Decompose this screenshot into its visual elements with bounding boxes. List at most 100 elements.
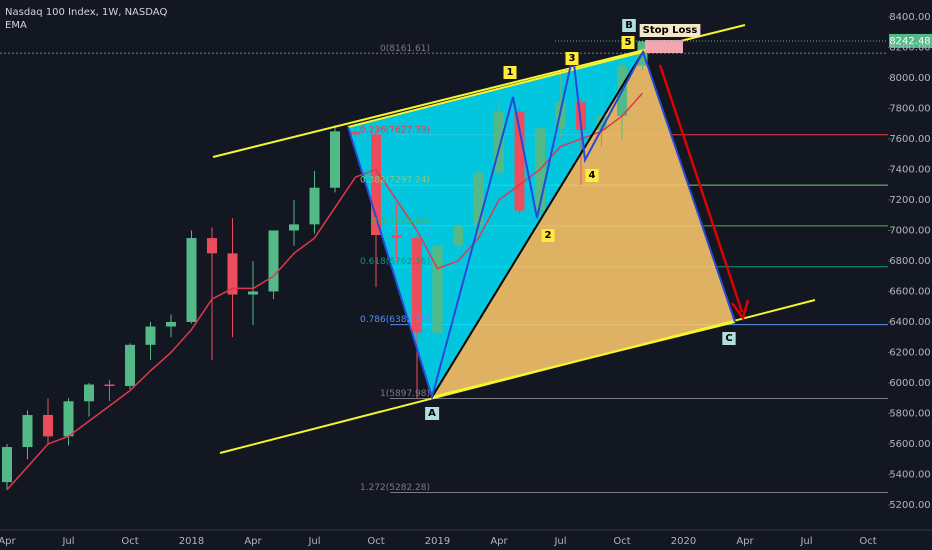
candle-body xyxy=(453,225,463,246)
wave-label-box xyxy=(541,229,555,242)
arrow-shaft xyxy=(658,64,744,313)
x-tick-label: Oct xyxy=(121,536,138,547)
candle-body xyxy=(309,187,320,225)
candle-body xyxy=(514,111,525,211)
candle-body xyxy=(166,321,176,327)
stop-loss-label: Stop Loss xyxy=(643,25,698,36)
stop-loss-label-box xyxy=(639,24,701,37)
fib-label: 0.618(6762.36) xyxy=(360,257,430,267)
candle-body xyxy=(289,224,299,231)
x-tick-label: Apr xyxy=(490,536,508,547)
wave-label-box xyxy=(585,169,599,182)
x-tick-label: Jul xyxy=(61,536,74,547)
point-label-box xyxy=(722,332,736,345)
candle-body xyxy=(186,238,197,322)
candle-body xyxy=(576,102,586,130)
point-label-box xyxy=(425,407,440,420)
y-tick-label: 5400.00 xyxy=(889,469,930,480)
fib-label: 1(5897.98) xyxy=(380,389,430,399)
candle-body xyxy=(227,253,238,295)
candle-body xyxy=(473,172,484,226)
orange-pattern xyxy=(432,52,735,397)
candle-body xyxy=(330,131,340,188)
last-price-tag xyxy=(889,33,932,48)
fib-label: 0.786(6382.38) xyxy=(360,315,430,325)
pattern-ab xyxy=(431,51,644,398)
x-tick-label: Oct xyxy=(367,536,384,547)
y-tick-label: 5600.00 xyxy=(889,439,930,450)
y-tick-label: 5200.00 xyxy=(889,500,930,511)
wave-label: 1 xyxy=(507,67,514,78)
y-tick-label: 7000.00 xyxy=(889,225,930,236)
stop-loss-zone xyxy=(645,40,683,53)
y-tick-label: 8000.00 xyxy=(889,73,930,84)
x-tick-label: Oct xyxy=(613,536,630,547)
wave-label-box xyxy=(565,52,579,65)
chart-title: Nasdaq 100 Index, 1W, NASDAQ xyxy=(5,7,167,18)
y-tick-label: 7800.00 xyxy=(889,103,930,114)
candle-body xyxy=(125,344,135,387)
x-tick-label: 2019 xyxy=(425,536,450,547)
ema-line xyxy=(6,92,644,491)
candle-body xyxy=(432,245,443,333)
y-tick-label: 5800.00 xyxy=(889,408,930,419)
candle-body xyxy=(207,238,217,254)
y-tick-label: 7400.00 xyxy=(889,164,930,175)
candle-body xyxy=(350,131,361,135)
x-tick-label: 2018 xyxy=(179,536,204,547)
arrow-head xyxy=(730,299,750,321)
point-label-box xyxy=(622,19,636,32)
x-tick-label: Apr xyxy=(244,536,262,547)
y-tick-label: 7200.00 xyxy=(889,195,930,206)
candle-body xyxy=(84,384,94,402)
wave-label-box xyxy=(503,66,517,79)
overlay-layer: 0(8161.61) 0.236(7627.39) 0.382(7297.24) 0.… xyxy=(212,19,888,493)
candle-body xyxy=(268,230,279,292)
point-label: C xyxy=(725,333,732,344)
y-tick-label: 7600.00 xyxy=(889,134,930,145)
candle-body xyxy=(371,134,381,236)
candle-body xyxy=(412,238,422,333)
candle-body xyxy=(43,415,53,437)
x-tick-label: Oct xyxy=(859,536,876,547)
fib-label: 0(8161.61) xyxy=(380,44,430,54)
candle-body xyxy=(494,111,504,173)
candle-body xyxy=(104,384,115,387)
candle-body xyxy=(22,415,33,448)
point-label: B xyxy=(625,20,633,31)
candle-body xyxy=(596,116,607,130)
pattern-xb xyxy=(347,51,644,128)
wave-path xyxy=(347,49,736,401)
fib-label: 1.272(5282.28) xyxy=(360,483,430,493)
x-tick-label: Jul xyxy=(799,536,812,547)
y-tick-label: 8400.00 xyxy=(889,12,930,23)
fib-label: 0.5(7029.80) xyxy=(371,216,430,226)
fib-label: 0.236(7627.39) xyxy=(360,125,430,135)
wave-label: 2 xyxy=(545,230,552,241)
wave-label: 4 xyxy=(589,170,596,181)
candle-body xyxy=(2,447,12,483)
x-tick-label: Jul xyxy=(553,536,566,547)
axis-layer: 8242.48 5200.00 5400.00 5600.00 5800.00 6000.… xyxy=(0,12,932,547)
y-tick-label: 6200.00 xyxy=(889,347,930,358)
legend-entry: EMA xyxy=(5,20,27,31)
x-tick-label: Jul xyxy=(307,536,320,547)
candle-body xyxy=(248,291,258,295)
y-tick-label: 6400.00 xyxy=(889,317,930,328)
y-tick-label: 8200.00 xyxy=(889,42,930,53)
x-tick-label: Apr xyxy=(736,536,754,547)
y-tick-label: 6600.00 xyxy=(889,286,930,297)
last-price-label: 8242.48 xyxy=(889,36,930,47)
candle-body xyxy=(391,235,402,239)
candle-body xyxy=(63,401,74,437)
wave-label: 5 xyxy=(625,37,632,48)
wave-label-box xyxy=(621,36,635,49)
fib-label: 0.382(7297.24) xyxy=(360,176,430,186)
candle-body xyxy=(145,326,156,345)
x-tick-label: 2020 xyxy=(671,536,696,547)
pattern-ac xyxy=(431,321,736,398)
y-tick-label: 6000.00 xyxy=(889,378,930,389)
point-label: A xyxy=(428,408,436,419)
y-tick-label: 6800.00 xyxy=(889,256,930,267)
